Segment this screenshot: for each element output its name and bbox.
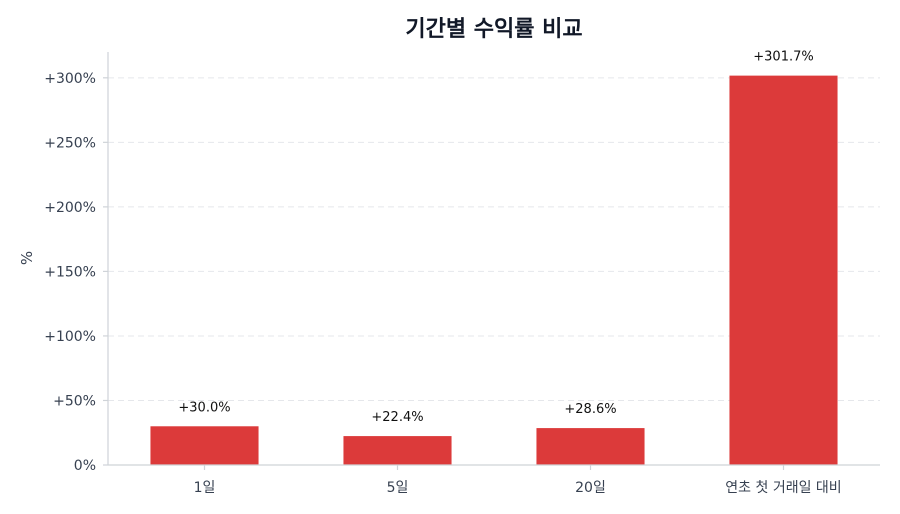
- y-tick-label: +200%: [44, 200, 96, 216]
- bars: [150, 75, 838, 465]
- y-axis-label: %: [18, 251, 36, 265]
- y-tick-label: +250%: [44, 135, 96, 151]
- y-tick-label: +100%: [44, 329, 96, 345]
- x-tick-label: 5일: [387, 480, 409, 496]
- x-tick-label: 20일: [575, 480, 606, 496]
- bar: [729, 75, 838, 465]
- data-label: +22.4%: [371, 410, 423, 425]
- bar: [343, 436, 452, 465]
- y-tick-label: +150%: [44, 264, 96, 280]
- bar: [536, 428, 645, 465]
- x-tick-label: 1일: [194, 480, 216, 496]
- y-tick-label: +50%: [53, 393, 96, 409]
- axes: [103, 52, 880, 470]
- labels: 0% +50% +100% +150% +200% +250% +300% +30.0% 1일 +…: [44, 50, 841, 496]
- y-tick-label: 0%: [74, 458, 96, 474]
- chart-title: 기간별 수익률 비교: [405, 17, 582, 42]
- bar: [150, 426, 259, 465]
- data-label: +28.6%: [564, 402, 616, 417]
- data-label: +30.0%: [178, 400, 230, 415]
- y-tick-label: +300%: [44, 71, 96, 87]
- data-label: +301.7%: [753, 50, 813, 65]
- x-tick-label: 연초 첫 거래일 대비: [725, 480, 841, 496]
